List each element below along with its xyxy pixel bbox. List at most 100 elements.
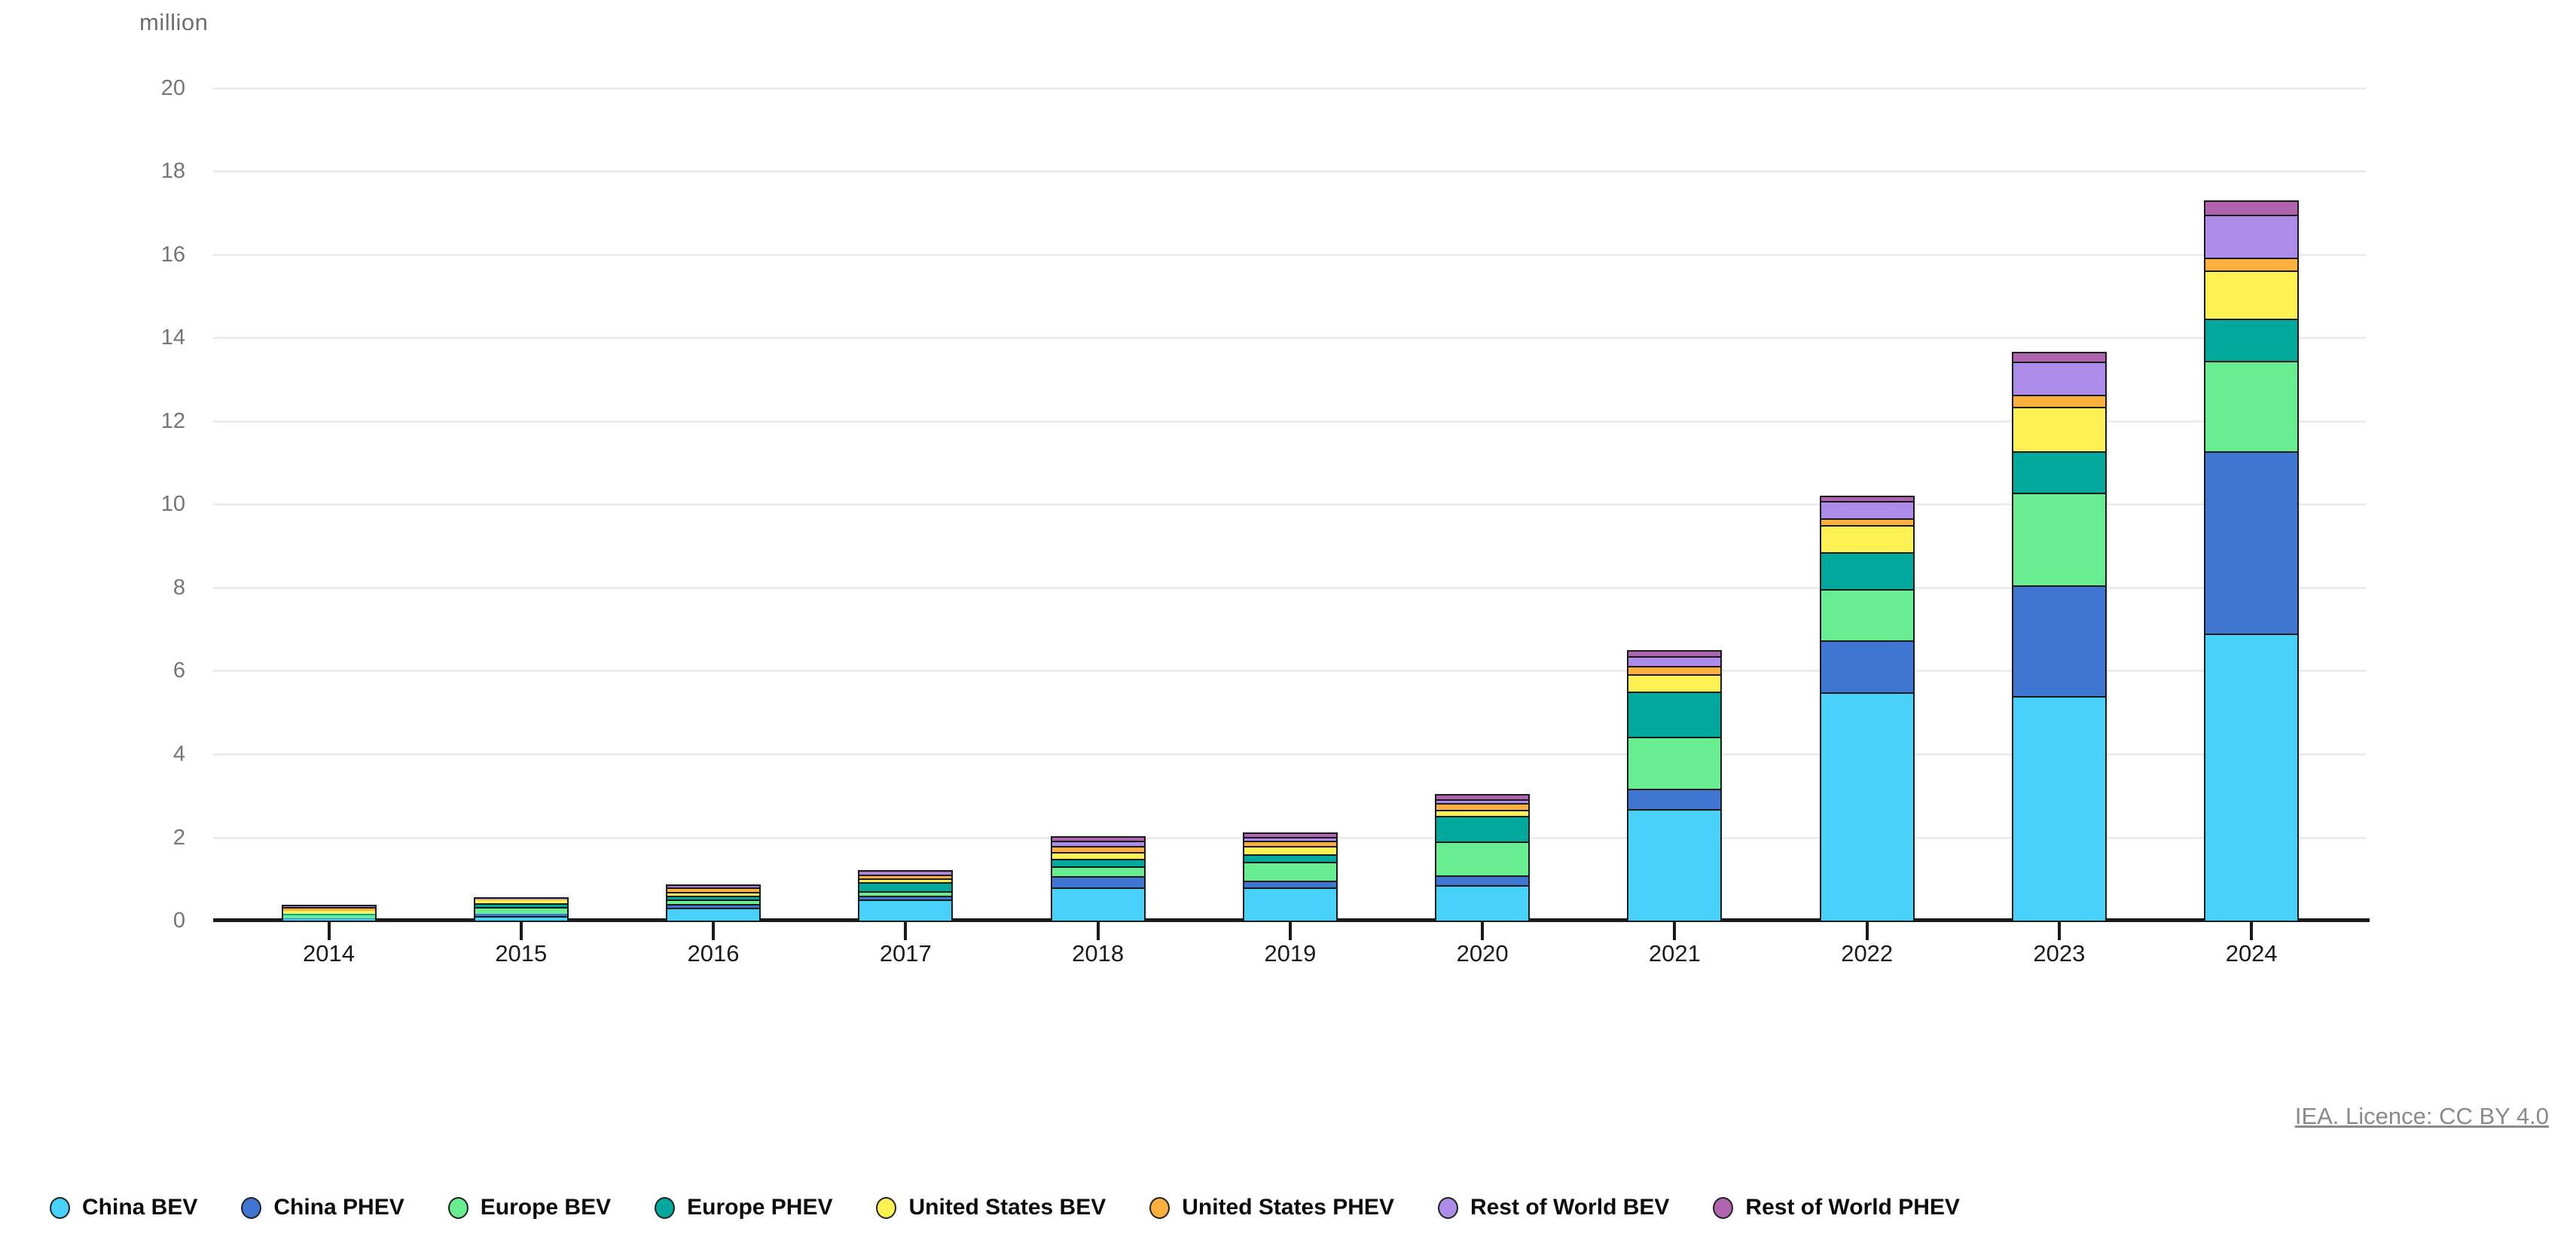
bar-segment-rest-of-world-bev[interactable] — [1628, 655, 1721, 667]
bar-segment-china-bev[interactable] — [1051, 887, 1144, 921]
bar-segment-united-states-bev[interactable] — [859, 878, 952, 883]
bar-segment-rest-of-world-phev[interactable] — [1436, 796, 1529, 800]
bar-segment-china-phev[interactable] — [667, 903, 759, 908]
bar-segment-europe-bev[interactable] — [859, 890, 952, 896]
united-states-phev-swatch-icon — [1149, 1196, 1170, 1219]
bar-segment-rest-of-world-bev[interactable] — [1051, 841, 1144, 847]
bar-segment-united-states-phev[interactable] — [667, 887, 759, 892]
bar-segment-united-states-bev[interactable] — [1051, 852, 1144, 860]
bar-segment-europe-phev[interactable] — [1244, 854, 1336, 862]
bar-segment-united-states-phev[interactable] — [1628, 666, 1721, 674]
bar-segment-china-phev[interactable] — [1436, 875, 1529, 885]
bar-segment-china-phev[interactable] — [282, 918, 375, 919]
bar-segment-rest-of-world-phev[interactable] — [2013, 353, 2105, 362]
bar-segment-united-states-phev[interactable] — [282, 907, 375, 912]
bar-segment-europe-phev[interactable] — [282, 914, 375, 915]
bar-segment-china-bev[interactable] — [1628, 809, 1721, 921]
bar-segment-europe-bev[interactable] — [1244, 861, 1336, 881]
legend-item-united-states-phev[interactable]: United States PHEV — [1149, 1195, 1394, 1220]
bar-segment-united-states-bev[interactable] — [1244, 845, 1336, 854]
bar-segment-united-states-phev[interactable] — [1436, 803, 1529, 810]
bar-segment-europe-bev[interactable] — [1436, 841, 1529, 876]
bar-segment-rest-of-world-phev[interactable] — [1628, 652, 1721, 656]
bar-segment-china-bev[interactable] — [1244, 887, 1336, 921]
bar-segment-europe-phev[interactable] — [2013, 450, 2105, 493]
bar-segment-china-bev[interactable] — [2205, 634, 2298, 921]
legend-item-rest-of-world-phev[interactable]: Rest of World PHEV — [1713, 1195, 1960, 1220]
bar-segment-china-bev[interactable] — [475, 916, 567, 921]
legend-item-china-phev[interactable]: China PHEV — [241, 1195, 404, 1220]
bar-segment-europe-bev[interactable] — [1821, 589, 1913, 640]
bar-segment-china-phev[interactable] — [1244, 881, 1336, 887]
bar-2021 — [1627, 650, 1723, 921]
bar-segment-china-phev[interactable] — [1628, 788, 1721, 810]
bar-segment-europe-bev[interactable] — [2013, 493, 2105, 586]
bar-segment-rest-of-world-phev[interactable] — [859, 871, 952, 873]
legend-item-united-states-bev[interactable]: United States BEV — [876, 1195, 1106, 1220]
licence-link[interactable]: IEA. Licence: CC BY 4.0 — [2294, 1103, 2549, 1129]
bar-segment-rest-of-world-bev[interactable] — [2013, 361, 2105, 395]
bar-segment-united-states-phev[interactable] — [475, 899, 567, 900]
bar-segment-rest-of-world-phev[interactable] — [667, 886, 759, 887]
bar-segment-rest-of-world-phev[interactable] — [1051, 838, 1144, 841]
x-axis-tick — [1865, 922, 1869, 940]
bar-segment-europe-phev[interactable] — [859, 882, 952, 891]
bar-segment-rest-of-world-phev[interactable] — [282, 906, 375, 907]
bar-segment-united-states-bev[interactable] — [2013, 406, 2105, 451]
bar-segment-rest-of-world-bev[interactable] — [1821, 500, 1913, 519]
bar-segment-europe-phev[interactable] — [1051, 859, 1144, 867]
bar-segment-united-states-phev[interactable] — [859, 875, 952, 879]
bar-segment-rest-of-world-phev[interactable] — [2205, 202, 2298, 215]
bar-segment-united-states-phev[interactable] — [1051, 846, 1144, 853]
bar-segment-united-states-bev[interactable] — [475, 899, 567, 904]
bar-segment-china-phev[interactable] — [859, 896, 952, 900]
bar-segment-china-bev[interactable] — [1821, 692, 1913, 921]
bar-segment-rest-of-world-bev[interactable] — [859, 872, 952, 875]
bar-segment-rest-of-world-bev[interactable] — [1244, 837, 1336, 841]
bar-segment-europe-bev[interactable] — [2205, 360, 2298, 452]
bar-segment-europe-phev[interactable] — [1821, 551, 1913, 589]
bar-segment-rest-of-world-bev[interactable] — [2205, 215, 2298, 258]
legend-item-china-bev[interactable]: China BEV — [50, 1195, 197, 1220]
bar-segment-united-states-bev[interactable] — [282, 911, 375, 915]
x-axis-year-label: 2024 — [2225, 940, 2278, 967]
bar-segment-rest-of-world-bev[interactable] — [1436, 799, 1529, 804]
bar-segment-united-states-bev[interactable] — [1436, 809, 1529, 817]
legend-item-europe-phev[interactable]: Europe PHEV — [655, 1195, 832, 1220]
bar-segment-china-phev[interactable] — [2013, 585, 2105, 696]
bar-segment-europe-phev[interactable] — [1436, 816, 1529, 841]
bar-segment-china-phev[interactable] — [1821, 640, 1913, 693]
bar-segment-united-states-phev[interactable] — [1821, 518, 1913, 525]
bar-segment-united-states-bev[interactable] — [1821, 524, 1913, 552]
gridline — [213, 503, 2366, 506]
bar-segment-rest-of-world-phev[interactable] — [1821, 496, 1913, 501]
bar-segment-china-bev[interactable] — [667, 907, 759, 921]
bar-segment-china-bev[interactable] — [2013, 695, 2105, 921]
bar-segment-china-phev[interactable] — [1051, 875, 1144, 887]
bar-segment-united-states-bev[interactable] — [1628, 673, 1721, 692]
bar-segment-china-bev[interactable] — [282, 918, 375, 921]
bar-segment-rest-of-world-bev[interactable] — [667, 886, 759, 888]
bar-segment-europe-bev[interactable] — [475, 907, 567, 914]
legend-item-rest-of-world-bev[interactable]: Rest of World BEV — [1437, 1195, 1669, 1220]
bar-segment-united-states-bev[interactable] — [2205, 270, 2298, 319]
bar-segment-united-states-phev[interactable] — [2013, 394, 2105, 407]
bar-segment-united-states-phev[interactable] — [2205, 257, 2298, 270]
bar-segment-china-phev[interactable] — [2205, 451, 2298, 634]
bar-segment-europe-phev[interactable] — [2205, 319, 2298, 361]
bar-segment-united-states-phev[interactable] — [1244, 841, 1336, 846]
bar-segment-europe-bev[interactable] — [1051, 866, 1144, 876]
bar-segment-europe-bev[interactable] — [667, 899, 759, 904]
bar-segment-europe-bev[interactable] — [282, 915, 375, 918]
bar-segment-europe-phev[interactable] — [667, 896, 759, 900]
bar-segment-rest-of-world-bev[interactable] — [282, 906, 375, 908]
legend-item-europe-bev[interactable]: Europe BEV — [447, 1195, 611, 1220]
bar-segment-rest-of-world-phev[interactable] — [1244, 833, 1336, 838]
bar-segment-china-bev[interactable] — [1436, 884, 1529, 921]
bar-segment-china-bev[interactable] — [859, 899, 952, 921]
bar-segment-china-phev[interactable] — [475, 913, 567, 917]
bar-segment-europe-bev[interactable] — [1628, 737, 1721, 789]
bar-segment-united-states-bev[interactable] — [667, 891, 759, 896]
bar-segment-europe-phev[interactable] — [475, 903, 567, 908]
bar-segment-europe-phev[interactable] — [1628, 692, 1721, 738]
